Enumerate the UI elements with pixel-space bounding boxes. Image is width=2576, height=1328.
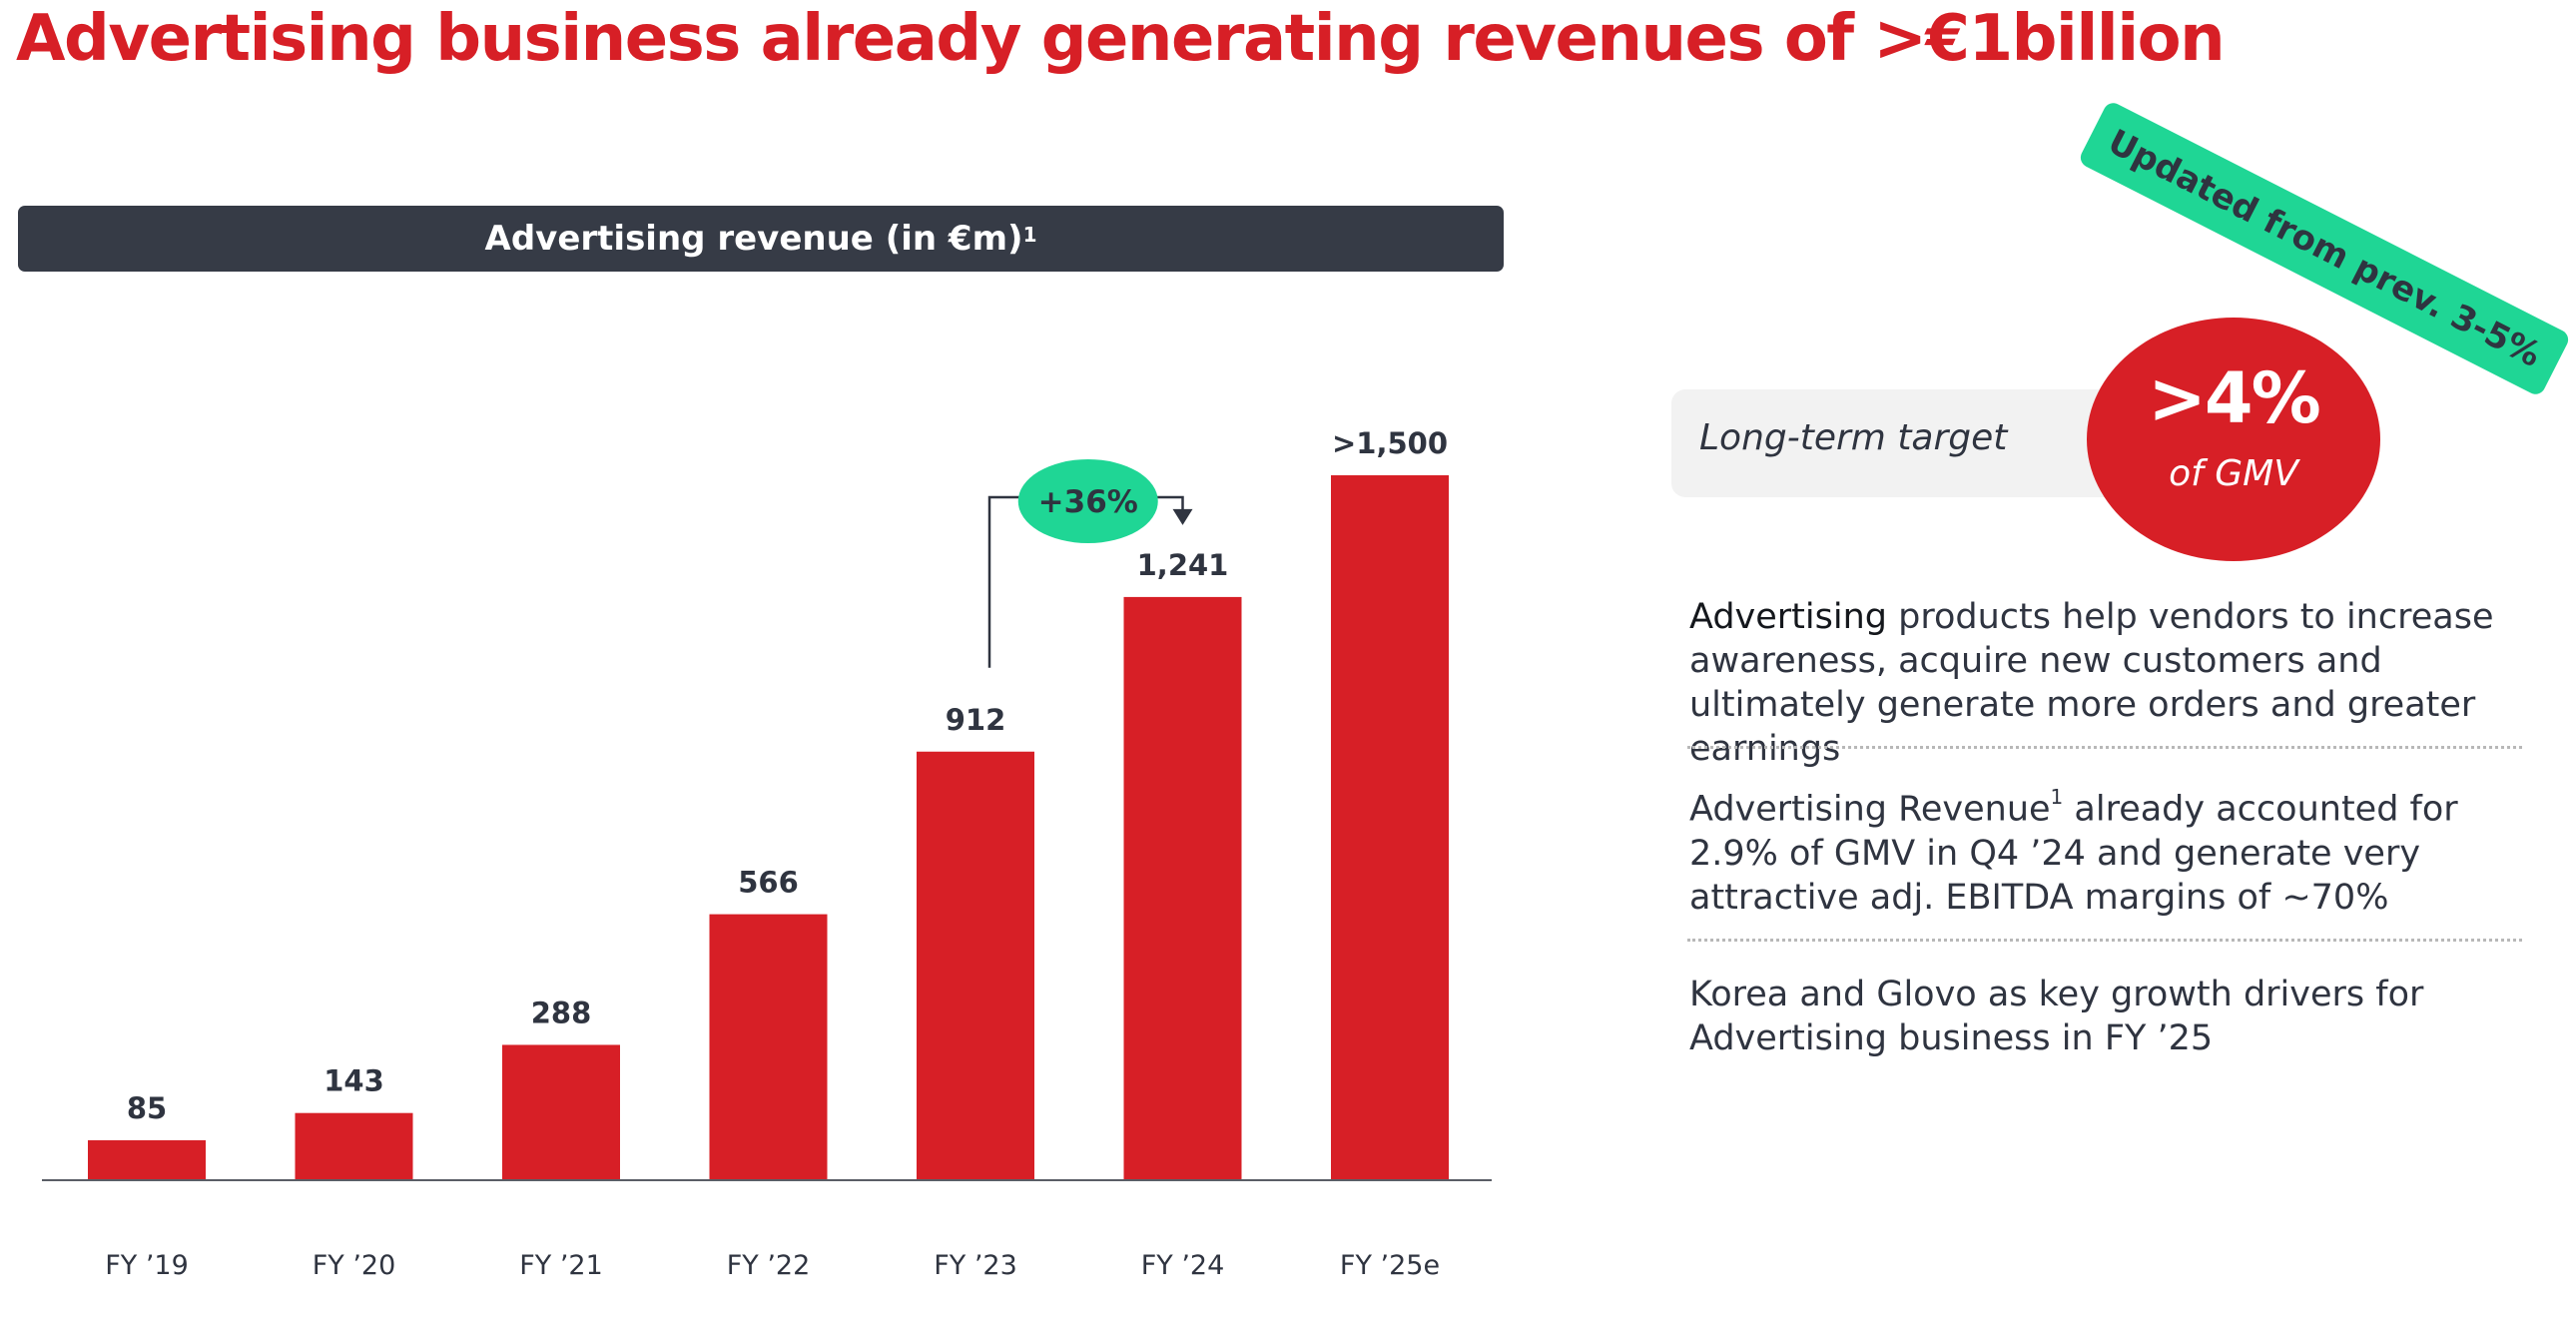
bullet-footnote: 1 (2050, 785, 2064, 809)
bar-value-label: 288 (531, 996, 592, 1029)
bar-value-label: >1,500 (1332, 426, 1448, 460)
bar (295, 1112, 413, 1180)
x-tick-label: FY ’21 (519, 1250, 603, 1281)
divider (1687, 939, 2522, 942)
bar-value-label: 143 (323, 1064, 384, 1098)
x-tick-label: FY ’23 (934, 1250, 1017, 1281)
target-circle (2087, 318, 2380, 561)
bullet-advertising-revenue: Advertising Revenue1 already accounted f… (1689, 779, 2528, 920)
bullet-strong-word: Advertising (1689, 597, 1887, 637)
page-title: Advertising business already generating … (16, 2, 2226, 76)
bullet-text: products help vendors to increase awaren… (1689, 597, 2494, 769)
divider (1687, 746, 2522, 749)
bar (502, 1044, 620, 1180)
target-box (1671, 389, 2151, 497)
x-tick-label: FY ’19 (105, 1250, 189, 1281)
target-label: Long-term target (1699, 417, 2008, 458)
x-tick-label: FY ’20 (313, 1250, 396, 1281)
revenue-bar-chart: 85 FY ’19 143 FY ’20 288 FY ’21 566 FY ’22 912 FY… (42, 426, 1492, 1281)
bar-value-label: 566 (738, 866, 799, 900)
chart-header-footnote: 1 (1022, 223, 1037, 247)
bar-value-label: 85 (127, 1091, 167, 1125)
x-tick-label: FY ’22 (727, 1250, 811, 1281)
bar (709, 914, 828, 1180)
bar-value-label: 1,241 (1137, 548, 1229, 582)
bullet-growth-drivers: Korea and Glovo as key growth drivers fo… (1689, 975, 2424, 1058)
chart-header: Advertising revenue (in €m) 1 (18, 206, 1504, 272)
bar (88, 1139, 206, 1180)
bullet-text: already accounted for 2.9% of GMV in Q4 … (1689, 789, 2458, 918)
x-tick-label: FY ’25e (1340, 1250, 1440, 1281)
bar (1123, 596, 1242, 1180)
bar (1331, 475, 1449, 1180)
chart-header-label: Advertising revenue (in €m) (484, 219, 1023, 259)
target-unit: of GMV (2169, 453, 2298, 494)
growth-label: +36% (1038, 484, 1138, 520)
bullet-advertising-products: Advertising products help vendors to inc… (1689, 595, 2528, 771)
x-tick-label: FY ’24 (1141, 1250, 1225, 1281)
growth-badge (1017, 459, 1158, 543)
bullet-text: Advertising Revenue (1689, 789, 2051, 830)
bar (917, 751, 1034, 1180)
bar-value-label: 912 (946, 703, 1006, 737)
target-value: >4% (2148, 357, 2321, 439)
growth-arrowhead (1172, 508, 1193, 525)
